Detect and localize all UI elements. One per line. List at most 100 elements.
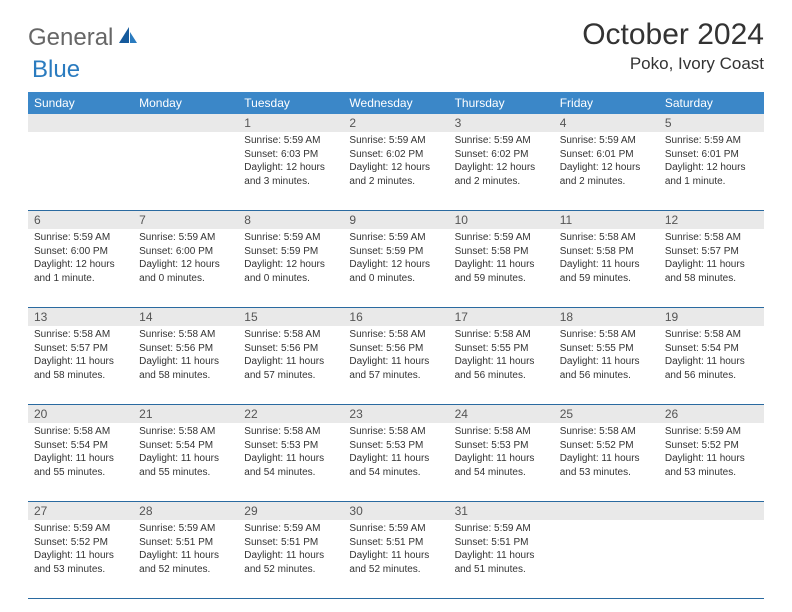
day-details: Sunrise: 5:59 AMSunset: 5:51 PMDaylight:… — [343, 520, 448, 582]
daylight-text: Daylight: 11 hours and 53 minutes. — [665, 452, 758, 479]
calendar-week: Sunrise: 5:59 AM Sunset: 6:00 PM Daylight:… — [28, 229, 764, 308]
day-number: 13 — [28, 308, 133, 326]
sunset-text: Sunset: 6:01 PM — [665, 148, 758, 162]
weekday-header: Wednesday — [343, 92, 448, 114]
day-details: Sunrise: 5:58 AMSunset: 5:54 PMDaylight:… — [28, 423, 133, 485]
sail-icon — [113, 24, 139, 52]
sunrise-text: Sunrise: 5:58 AM — [244, 425, 337, 439]
day-details: Sunrise: 5:59 AMSunset: 5:59 PMDaylight:… — [238, 229, 343, 291]
day-number: 22 — [238, 405, 343, 423]
sunrise-text: Sunrise: 5:58 AM — [455, 328, 548, 342]
sunrise-text: Sunrise: 5:59 AM — [349, 231, 442, 245]
day-number: 20 — [28, 405, 133, 423]
daylight-text: Daylight: 11 hours and 59 minutes. — [455, 258, 548, 285]
day-number: 16 — [343, 308, 448, 326]
day-number: 6 — [28, 211, 133, 229]
sunset-text: Sunset: 5:51 PM — [455, 536, 548, 550]
calendar-day: Sunrise: 5:58 AMSunset: 5:56 PMDaylight:… — [133, 326, 238, 404]
daylight-text: Daylight: 12 hours and 2 minutes. — [455, 161, 548, 188]
page-title: October 2024 — [582, 18, 764, 52]
calendar-day — [554, 520, 659, 598]
sunrise-text: Sunrise: 5:59 AM — [244, 522, 337, 536]
daylight-text: Daylight: 12 hours and 0 minutes. — [349, 258, 442, 285]
daylight-text: Daylight: 12 hours and 2 minutes. — [349, 161, 442, 188]
day-number: 28 — [133, 502, 238, 520]
daylight-text: Daylight: 12 hours and 2 minutes. — [560, 161, 653, 188]
daylight-text: Daylight: 11 hours and 55 minutes. — [139, 452, 232, 479]
calendar-day — [133, 132, 238, 210]
sunset-text: Sunset: 5:56 PM — [244, 342, 337, 356]
day-details: Sunrise: 5:58 AMSunset: 5:53 PMDaylight:… — [343, 423, 448, 485]
daylight-text: Daylight: 11 hours and 55 minutes. — [34, 452, 127, 479]
day-details: Sunrise: 5:59 AMSunset: 6:01 PMDaylight:… — [659, 132, 764, 194]
calendar-day: Sunrise: 5:58 AMSunset: 5:53 PMDaylight:… — [449, 423, 554, 501]
sunrise-text: Sunrise: 5:59 AM — [349, 134, 442, 148]
daylight-text: Daylight: 11 hours and 56 minutes. — [560, 355, 653, 382]
sunset-text: Sunset: 5:59 PM — [244, 245, 337, 259]
day-number — [28, 114, 133, 132]
day-details — [659, 520, 764, 528]
sunrise-text: Sunrise: 5:58 AM — [34, 425, 127, 439]
day-details: Sunrise: 5:58 AMSunset: 5:57 PMDaylight:… — [659, 229, 764, 291]
sunset-text: Sunset: 5:51 PM — [349, 536, 442, 550]
daylight-text: Daylight: 12 hours and 0 minutes. — [244, 258, 337, 285]
sunrise-text: Sunrise: 5:59 AM — [560, 134, 653, 148]
day-number: 29 — [238, 502, 343, 520]
daylight-text: Daylight: 11 hours and 57 minutes. — [244, 355, 337, 382]
calendar-day: Sunrise: 5:59 AMSunset: 6:02 PMDaylight:… — [343, 132, 448, 210]
sunset-text: Sunset: 5:53 PM — [349, 439, 442, 453]
brand-logo: General — [28, 24, 139, 52]
calendar-day: Sunrise: 5:58 AMSunset: 5:54 PMDaylight:… — [28, 423, 133, 501]
day-number: 5 — [659, 114, 764, 132]
calendar-day: Sunrise: 5:59 AMSunset: 5:52 PMDaylight:… — [28, 520, 133, 598]
calendar-week: Sunrise: 5:59 AMSunset: 5:52 PMDaylight:… — [28, 520, 764, 599]
day-details: Sunrise: 5:59 AMSunset: 5:51 PMDaylight:… — [133, 520, 238, 582]
daynum-row: 13141516171819 — [28, 308, 764, 326]
day-number: 31 — [449, 502, 554, 520]
day-details: Sunrise: 5:59 AMSunset: 6:00 PMDaylight:… — [28, 229, 133, 291]
day-details: Sunrise: 5:58 AMSunset: 5:55 PMDaylight:… — [449, 326, 554, 388]
daylight-text: Daylight: 11 hours and 51 minutes. — [455, 549, 548, 576]
daylight-text: Daylight: 11 hours and 52 minutes. — [244, 549, 337, 576]
calendar-day: Sunrise: 5:58 AMSunset: 5:55 PMDaylight:… — [449, 326, 554, 404]
day-number: 25 — [554, 405, 659, 423]
daylight-text: Daylight: 11 hours and 58 minutes. — [34, 355, 127, 382]
day-number: 19 — [659, 308, 764, 326]
sunrise-text: Sunrise: 5:59 AM — [665, 134, 758, 148]
sunset-text: Sunset: 5:57 PM — [665, 245, 758, 259]
sunrise-text: Sunrise: 5:59 AM — [34, 522, 127, 536]
calendar-day: Sunrise: 5:59 AMSunset: 6:02 PMDaylight:… — [449, 132, 554, 210]
sunset-text: Sunset: 5:55 PM — [455, 342, 548, 356]
weekday-header: Monday — [133, 92, 238, 114]
calendar-day: Sunrise: 5:59 AMSunset: 5:59 PMDaylight:… — [343, 229, 448, 307]
sunset-text: Sunset: 6:00 PM — [34, 245, 127, 259]
sunset-text: Sunset: 5:56 PM — [349, 342, 442, 356]
day-number: 21 — [133, 405, 238, 423]
calendar-day: Sunrise: 5:59 AMSunset: 6:01 PMDaylight:… — [659, 132, 764, 210]
day-details — [28, 132, 133, 140]
calendar-day: Sunrise: 5:58 AMSunset: 5:53 PMDaylight:… — [343, 423, 448, 501]
calendar-day: Sunrise: 5:59 AMSunset: 5:51 PMDaylight:… — [343, 520, 448, 598]
day-details — [554, 520, 659, 528]
sunrise-text: Sunrise: 5:58 AM — [560, 231, 653, 245]
day-number: 3 — [449, 114, 554, 132]
day-details: Sunrise: 5:59 AMSunset: 6:02 PMDaylight:… — [449, 132, 554, 194]
day-details: Sunrise: 5:59 AMSunset: 5:52 PMDaylight:… — [659, 423, 764, 485]
daylight-text: Daylight: 11 hours and 56 minutes. — [665, 355, 758, 382]
day-number — [554, 502, 659, 520]
brand-part1: General — [28, 24, 113, 52]
calendar-day — [28, 132, 133, 210]
location-label: Poko, Ivory Coast — [582, 54, 764, 74]
calendar-day: Sunrise: 5:59 AMSunset: 6:03 PMDaylight:… — [238, 132, 343, 210]
daylight-text: Daylight: 12 hours and 0 minutes. — [139, 258, 232, 285]
day-details: Sunrise: 5:59 AMSunset: 5:58 PMDaylight:… — [449, 229, 554, 291]
sunrise-text: Sunrise: 5:58 AM — [139, 328, 232, 342]
sunrise-text: Sunrise: 5:58 AM — [349, 425, 442, 439]
daylight-text: Daylight: 11 hours and 53 minutes. — [560, 452, 653, 479]
day-details — [133, 132, 238, 140]
sunset-text: Sunset: 6:02 PM — [349, 148, 442, 162]
day-number — [133, 114, 238, 132]
calendar-day: Sunrise: 5:58 AMSunset: 5:57 PMDaylight:… — [659, 229, 764, 307]
calendar-day: Sunrise: 5:58 AMSunset: 5:54 PMDaylight:… — [133, 423, 238, 501]
calendar-day — [659, 520, 764, 598]
